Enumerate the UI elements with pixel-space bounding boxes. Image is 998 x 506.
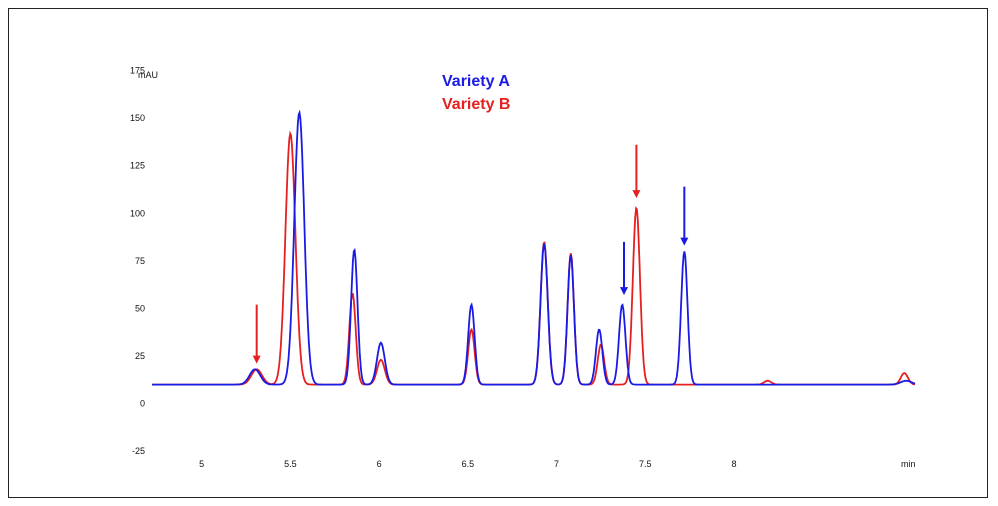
y-tick-label: 125 <box>130 161 145 171</box>
y-tick-label: 25 <box>135 351 145 361</box>
y-tick-label: 100 <box>130 208 145 218</box>
x-tick-label: 7.5 <box>639 459 652 469</box>
x-tick-label: 8 <box>732 459 737 469</box>
annotation-arrows <box>252 144 689 364</box>
arrow-marker <box>619 241 628 296</box>
x-axis-label: min <box>901 459 916 469</box>
x-tick-label: 7 <box>554 459 559 469</box>
y-tick-label: -25 <box>132 446 145 456</box>
y-tick-label: 75 <box>135 256 145 266</box>
series-lines <box>152 109 916 386</box>
legend-entry-variety-b: Variety B <box>442 96 510 113</box>
y-tick-label: 0 <box>140 399 145 409</box>
arrow-marker <box>252 304 261 364</box>
y-tick-label: 175 <box>130 66 145 76</box>
series-line-variety-a <box>152 109 916 386</box>
y-tick-label: 150 <box>130 113 145 123</box>
chart-frame <box>8 8 988 498</box>
y-tick-label: 50 <box>135 303 145 313</box>
y-axis-ticks: -25 0 25 50 75 100 125 150 175 <box>130 66 145 457</box>
y-axis-label: mAU <box>138 70 158 80</box>
legend: Variety A Variety B <box>442 73 510 113</box>
arrow-marker <box>680 186 689 246</box>
x-tick-label: 5 <box>199 459 204 469</box>
arrow-marker <box>632 144 641 199</box>
series-line-variety-b <box>152 130 916 386</box>
x-axis-ticks: 5 5.5 6 6.5 7 7.5 8 <box>199 459 736 469</box>
x-tick-label: 5.5 <box>284 459 297 469</box>
x-tick-label: 6 <box>377 459 382 469</box>
legend-entry-variety-a: Variety A <box>442 73 510 90</box>
x-tick-label: 6.5 <box>462 459 475 469</box>
